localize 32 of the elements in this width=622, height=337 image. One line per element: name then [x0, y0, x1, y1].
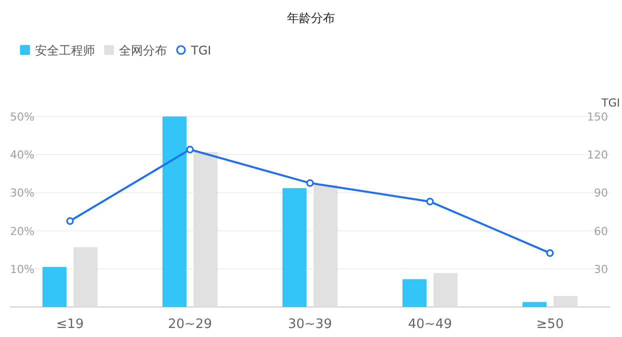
legend-label: TGI	[190, 44, 212, 58]
point	[66, 217, 74, 225]
x-tick-label: 40~49	[408, 317, 452, 332]
y2-tick-label: 30	[594, 262, 608, 276]
point	[546, 249, 554, 257]
x-tick-label: ≥50	[536, 317, 564, 332]
y-tick-label: 10%	[10, 262, 34, 276]
y2-tick-label: 60	[594, 224, 608, 238]
bar	[282, 188, 306, 307]
bar	[434, 273, 458, 307]
y2-tick-label: 120	[587, 148, 608, 162]
y2-axis-title: TGI	[600, 96, 620, 110]
legend-label: 安全工程师	[35, 44, 95, 58]
bar	[402, 279, 426, 307]
y2-tick-label: 150	[587, 110, 608, 124]
chart-title: 年龄分布	[287, 11, 335, 25]
x-tick-label: ≤19	[56, 317, 84, 332]
legend-label: 全网分布	[119, 44, 167, 58]
y-tick-label: 30%	[10, 186, 34, 200]
point	[186, 146, 194, 154]
point	[306, 179, 314, 187]
x-tick-label: 30~39	[288, 317, 332, 332]
y-tick-label: 50%	[10, 110, 34, 124]
bar	[42, 266, 66, 307]
y-tick-label: 20%	[10, 224, 34, 238]
bar	[554, 296, 578, 307]
bar	[162, 116, 186, 307]
point	[426, 198, 434, 206]
y-tick-label: 40%	[10, 148, 34, 162]
bar	[522, 302, 546, 307]
x-tick-label: 20~29	[168, 317, 212, 332]
y2-tick-label: 90	[594, 186, 608, 200]
